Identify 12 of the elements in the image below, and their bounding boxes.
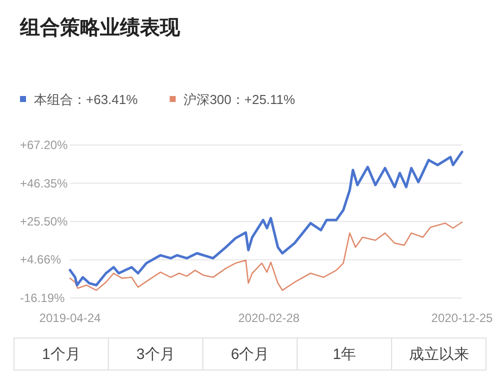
x-tick-label: 2019-04-24 xyxy=(39,311,102,325)
y-tick-label: +67.20% xyxy=(20,138,68,152)
y-tick-label: -16.19% xyxy=(20,291,66,305)
y-tick-label: +46.35% xyxy=(20,176,68,190)
legend-label: 沪深300：+25.11% xyxy=(184,92,296,107)
y-tick-label: +25.50% xyxy=(20,214,68,229)
chart-title: 组合策略业绩表现 xyxy=(19,17,181,39)
x-tick-label: 2020-12-25 xyxy=(431,311,494,325)
x-tick-label: 2020-02-28 xyxy=(238,311,300,325)
buttons: 1个月 3个月 6个月 1年 成立以来 xyxy=(14,338,486,370)
y-tick-label: +4.66% xyxy=(20,252,62,267)
legend-label: 本组合：+63.41% xyxy=(34,92,138,107)
